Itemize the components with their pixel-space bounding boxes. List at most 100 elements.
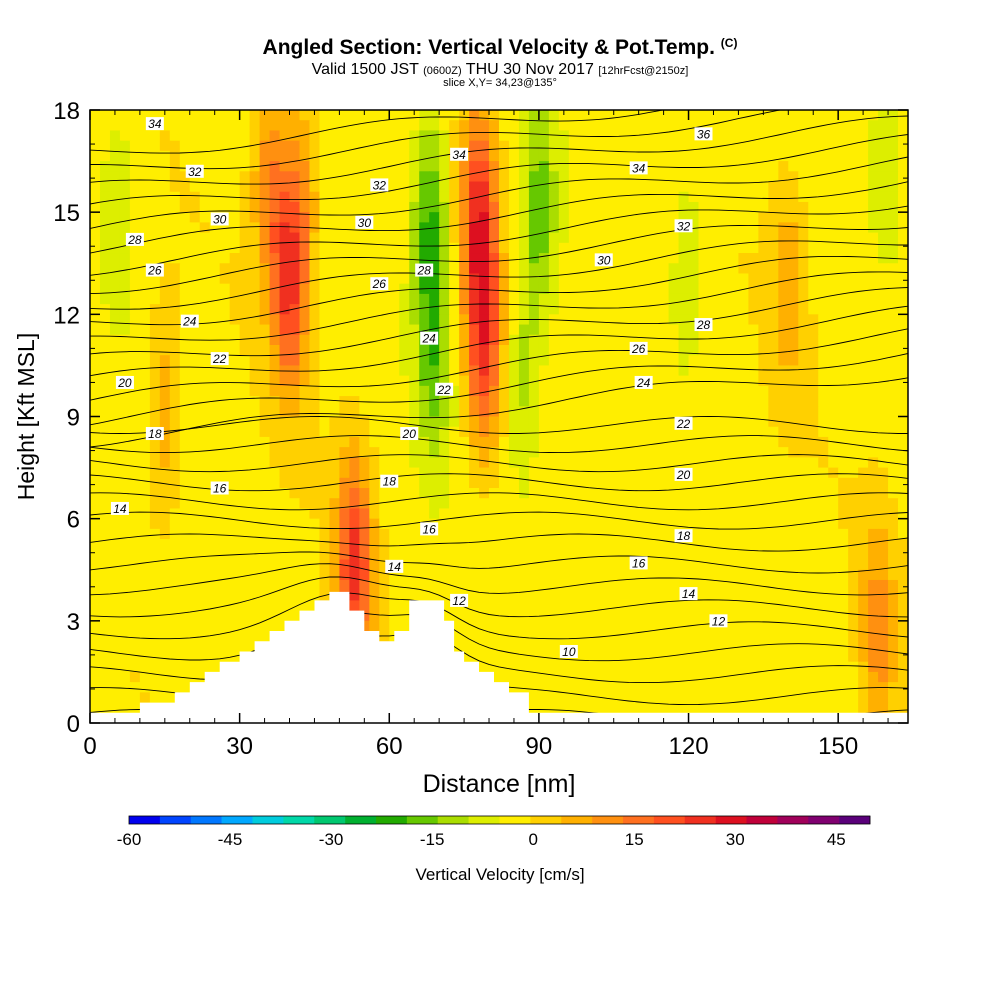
velocity-cell [548,324,560,336]
velocity-cell [618,539,630,550]
velocity-cell [179,324,191,336]
velocity-cell [568,702,580,714]
isotherm-line [90,328,908,401]
velocity-cell [898,528,908,540]
velocity-cell [838,253,849,264]
velocity-cell [848,406,859,418]
velocity-cell [618,120,630,132]
velocity-cell [169,590,181,601]
velocity-cell [329,140,340,152]
velocity-cell [628,334,640,346]
velocity-cell [558,150,570,162]
velocity-cell [618,559,630,571]
velocity-cell [269,406,281,418]
velocity-cell [379,375,390,387]
velocity-cell [439,304,450,315]
velocity-cell [259,365,271,377]
velocity-cell [209,590,221,601]
velocity-cell [568,181,580,193]
velocity-cell [688,273,700,285]
velocity-cell [469,416,480,428]
velocity-cell [628,120,640,132]
velocity-cell [828,661,839,673]
velocity-cell [259,477,271,489]
velocity-cell [878,631,889,642]
velocity-cell [728,600,740,612]
velocity-cell [419,110,430,121]
velocity-cell [499,631,510,642]
velocity-cell [249,579,261,591]
velocity-cell [239,232,251,244]
velocity-cell [229,559,241,571]
velocity-cell [479,222,490,234]
velocity-cell [219,293,231,305]
velocity-cell [479,661,490,673]
velocity-cell [359,477,370,489]
velocity-cell [798,436,809,448]
velocity-cell [90,447,101,458]
velocity-cell [618,692,630,704]
velocity-cell [109,641,121,653]
velocity-cell [558,396,570,407]
velocity-cell [758,232,769,244]
velocity-cell [469,242,480,254]
velocity-cell [499,671,510,683]
velocity-cell [309,150,321,162]
velocity-cell [598,293,610,305]
velocity-cell [489,620,500,632]
velocity-cell [678,191,690,203]
velocity-cell [748,396,759,407]
velocity-cell [518,498,530,510]
velocity-cell [578,355,590,367]
velocity-cell [838,549,849,561]
velocity-cell [558,631,570,642]
velocity-cell [479,620,490,632]
velocity-cell [518,488,530,499]
velocity-cell [409,416,420,428]
velocity-cell [528,590,540,601]
velocity-cell [558,692,570,704]
velocity-cell [868,447,879,458]
velocity-cell [249,273,261,285]
velocity-cell [678,334,690,346]
velocity-cell [578,641,590,653]
velocity-cell [269,140,281,152]
velocity-cell [189,600,201,612]
velocity-cell [518,375,530,387]
velocity-cell [708,539,720,550]
velocity-cell [658,293,670,305]
velocity-cell [489,549,500,561]
velocity-cell [538,477,550,489]
velocity-cell [489,293,500,305]
velocity-cell [628,396,640,407]
velocity-cell [548,426,560,438]
velocity-cell [658,110,670,121]
velocity-cell [628,355,640,367]
velocity-cell [618,620,630,632]
velocity-cell [838,181,849,193]
velocity-cell [109,293,121,305]
velocity-cell [668,518,680,530]
velocity-cell [648,324,660,336]
velocity-cell [149,457,161,469]
velocity-cell [898,314,908,326]
velocity-cell [768,610,779,622]
velocity-cell [558,539,570,550]
velocity-cell [489,477,500,489]
velocity-cell [429,130,440,142]
velocity-cell [558,416,570,428]
velocity-cell [538,334,550,346]
velocity-cell [469,518,480,530]
velocity-cell [528,232,540,244]
velocity-cell [359,161,370,172]
velocity-cell [389,150,400,162]
velocity-cell [668,171,680,183]
velocity-cell [618,140,630,152]
velocity-cell [99,201,111,213]
velocity-cell [518,140,530,152]
velocity-cell [588,191,600,203]
velocity-cell [119,355,131,367]
velocity-cell [618,385,630,397]
velocity-cell [199,661,211,673]
velocity-cell [209,365,221,377]
